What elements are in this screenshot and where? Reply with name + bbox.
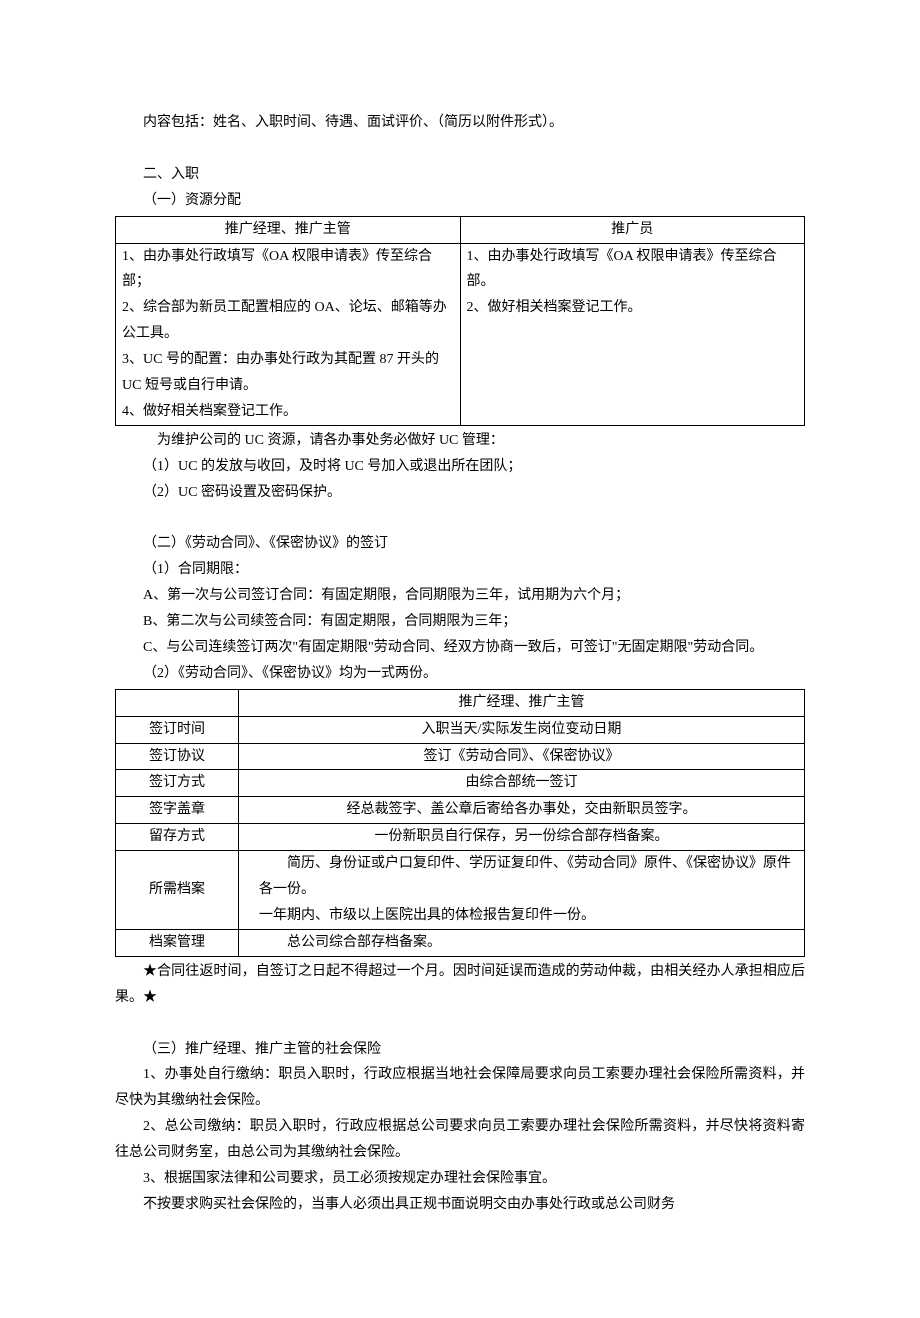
section-heading: 二、入职	[115, 162, 805, 188]
body-line: 3、根据国家法律和公司要求，员工必须按规定办理社会保险事宜。	[115, 1166, 805, 1192]
table-value: 签订《劳动合同》、《保密协议》	[239, 743, 805, 770]
table-cell-left: 1、由办事处行政填写《OA 权限申请表》传至综合部； 2、综合部为新员工配置相应…	[116, 243, 461, 425]
body-line: A、第一次与公司签订合同：有固定期限，合同期限为三年，试用期为六个月；	[115, 583, 805, 609]
body-line: （1）UC 的发放与收回，及时将 UC 号加入或退出所在团队；	[115, 454, 805, 480]
subsection-heading: （一）资源分配	[115, 188, 805, 214]
table-row: 推广经理、推广主管 推广员	[116, 216, 805, 243]
table-row: 留存方式 一份新职员自行保存，另一份综合部存档备案。	[116, 824, 805, 851]
intro-line: 内容包括：姓名、入职时间、待遇、面试评价、（简历以附件形式）。	[115, 110, 805, 136]
table-row: 档案管理 总公司综合部存档备案。	[116, 929, 805, 956]
body-line: 1、办事处自行缴纳：职员入职时，行政应根据当地社会保障局要求向员工索要办理社会保…	[115, 1062, 805, 1114]
body-line: B、第二次与公司续签合同：有固定期限，合同期限为三年；	[115, 609, 805, 635]
body-line: （1）合同期限：	[115, 557, 805, 583]
table-value: 经总裁签字、盖公章后寄给各办事处，交由新职员签字。	[239, 797, 805, 824]
table-header-right: 推广员	[460, 216, 805, 243]
table-label: 签订方式	[116, 770, 239, 797]
table-item: 2、做好相关档案登记工作。	[467, 295, 799, 321]
table-label: 签订时间	[116, 716, 239, 743]
table-row: 签订方式 由综合部统一签订	[116, 770, 805, 797]
table-label: 签订协议	[116, 743, 239, 770]
table-row: 1、由办事处行政填写《OA 权限申请表》传至综合部； 2、综合部为新员工配置相应…	[116, 243, 805, 425]
table-row: 所需档案 简历、身份证或户口复印件、学历证复印件、《劳动合同》原件、《保密协议》…	[116, 851, 805, 930]
table-cell-right: 1、由办事处行政填写《OA 权限申请表》传至综合部。 2、做好相关档案登记工作。	[460, 243, 805, 425]
table-value: 由综合部统一签订	[239, 770, 805, 797]
table-row: 推广经理、推广主管	[116, 689, 805, 716]
table-header-right: 推广经理、推广主管	[239, 689, 805, 716]
table-value: 一份新职员自行保存，另一份综合部存档备案。	[239, 824, 805, 851]
table-item: 1、由办事处行政填写《OA 权限申请表》传至综合部。	[467, 244, 799, 296]
table-label: 所需档案	[116, 851, 239, 930]
table-header-blank	[116, 689, 239, 716]
table-value: 简历、身份证或户口复印件、学历证复印件、《劳动合同》原件、《保密协议》原件各一份…	[239, 851, 805, 930]
table-row: 签订协议 签订《劳动合同》、《保密协议》	[116, 743, 805, 770]
resource-allocation-table: 推广经理、推广主管 推广员 1、由办事处行政填写《OA 权限申请表》传至综合部；…	[115, 216, 805, 426]
table-row: 签字盖章 经总裁签字、盖公章后寄给各办事处，交由新职员签字。	[116, 797, 805, 824]
table-item: 2、综合部为新员工配置相应的 OA、论坛、邮箱等办公工具。	[122, 295, 454, 347]
table-item: 4、做好相关档案登记工作。	[122, 399, 454, 425]
spacer	[115, 505, 805, 531]
table-header-left: 推广经理、推广主管	[116, 216, 461, 243]
body-line: 不按要求购买社会保险的，当事人必须出具正规书面说明交由办事处行政或总公司财务	[115, 1192, 805, 1218]
document-page: 内容包括：姓名、入职时间、待遇、面试评价、（简历以附件形式）。 二、入职 （一）…	[0, 0, 920, 1318]
table-item: 3、UC 号的配置：由办事处行政为其配置 87 开头的 UC 短号或自行申请。	[122, 347, 454, 399]
body-line: （2）UC 密码设置及密码保护。	[115, 480, 805, 506]
body-line: 2、总公司缴纳：职员入职时，行政应根据总公司要求向员工索要办理社会保险所需资料，…	[115, 1114, 805, 1166]
spacer	[115, 136, 805, 162]
table-label: 档案管理	[116, 929, 239, 956]
table-label: 签字盖章	[116, 797, 239, 824]
table-value: 总公司综合部存档备案。	[239, 929, 805, 956]
spacer	[115, 1011, 805, 1037]
table-item: 1、由办事处行政填写《OA 权限申请表》传至综合部；	[122, 244, 454, 296]
table-row: 签订时间 入职当天/实际发生岗位变动日期	[116, 716, 805, 743]
body-line: C、与公司连续签订两次"有固定期限"劳动合同、经双方协商一致后，可签订"无固定期…	[115, 635, 805, 661]
body-line: ★合同往返时间，自签订之日起不得超过一个月。因时间延误而造成的劳动仲裁，由相关经…	[115, 959, 805, 1011]
table-value: 入职当天/实际发生岗位变动日期	[239, 716, 805, 743]
body-line: （2）《劳动合同》、《保密协议》均为一式两份。	[115, 661, 805, 687]
subsection-heading: （三）推广经理、推广主管的社会保险	[115, 1037, 805, 1063]
body-line: 为维护公司的 UC 资源，请各办事处务必做好 UC 管理：	[115, 428, 805, 454]
contract-table: 推广经理、推广主管 签订时间 入职当天/实际发生岗位变动日期 签订协议 签订《劳…	[115, 689, 805, 957]
subsection-heading: （二）《劳动合同》、《保密协议》的签订	[115, 531, 805, 557]
table-label: 留存方式	[116, 824, 239, 851]
